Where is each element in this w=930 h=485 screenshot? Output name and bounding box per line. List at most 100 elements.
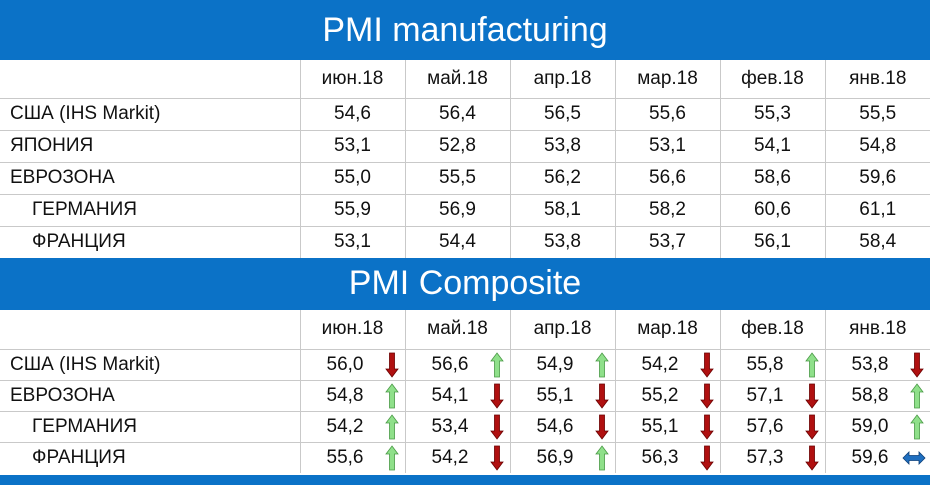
value-cell: 53,4 [404,410,511,443]
table-row: ФРАНЦИЯ 55,6 54,2 56,9 56,3 57,3 59,6 [0,441,930,473]
value-cell: 53,1 [299,129,406,163]
value-cell: 57,1 [719,379,826,412]
month-header: июн.18 [299,310,406,350]
arrow-up-icon [594,445,609,471]
row-label: ЕВРОЗОНА [0,379,301,412]
value: 57,3 [746,446,784,468]
value-cell: 56,5 [509,97,616,131]
manufacturing-panel: июн.18 май.18 апр.18 мар.18 фев.18 янв.18 США… [0,60,930,258]
value-cell: 55,3 [719,97,826,131]
arrow-down-icon [804,414,819,440]
value-cell: 54,1 [719,129,826,163]
value-cell: 56,3 [614,441,721,473]
arrow-up-icon [804,351,819,377]
table-row: США (IHS Markit) 56,0 56,6 54,9 54,2 55,8 53,8 [0,348,930,381]
value-cell: 59,6 [824,161,930,195]
value-cell: 53,1 [614,129,721,163]
arrow-down-icon [699,352,714,378]
table-row: ГЕРМАНИЯ 54,2 53,4 54,6 55,1 57,6 59,0 [0,410,930,443]
month-header: апр.18 [509,60,616,99]
value-cell: 55,2 [614,379,721,412]
value: 59,6 [851,446,889,468]
arrow-left-right-icon [902,450,926,465]
arrow-down-icon [489,383,504,409]
table-row: США (IHS Markit) 54,6 56,4 56,5 55,6 55,3 55,5 [0,97,930,131]
month-header: апр.18 [509,310,616,350]
value-cell: 55,1 [614,410,721,443]
manufacturing-header-row: июн.18 май.18 апр.18 мар.18 фев.18 янв.18 [0,60,930,99]
row-label: США (IHS Markit) [0,97,301,131]
value: 54,9 [536,353,574,375]
value-cell: 60,6 [719,193,826,227]
value-cell: 53,8 [509,129,616,163]
header-corner [0,60,301,99]
row-label: ГЕРМАНИЯ [0,193,301,227]
value-cell: 53,8 [509,225,616,258]
header-corner [0,310,301,350]
month-header: май.18 [404,310,511,350]
value-cell: 54,8 [824,129,930,163]
value: 56,6 [431,353,469,375]
value-cell: 53,1 [299,225,406,258]
value-cell: 56,0 [299,348,406,381]
value: 57,6 [746,415,784,437]
value: 55,2 [641,384,679,406]
value-cell: 53,8 [824,348,930,381]
value-cell: 54,6 [299,97,406,131]
row-label: ГЕРМАНИЯ [0,410,301,443]
arrow-down-icon [594,414,609,440]
value-cell: 55,9 [299,193,406,227]
table-row: ЕВРОЗОНА 54,8 54,1 55,1 55,2 57,1 58,8 [0,379,930,412]
value-cell: 56,4 [404,97,511,131]
value-cell: 56,6 [404,348,511,381]
value-cell: 54,4 [404,225,511,258]
value-cell: 56,2 [509,161,616,195]
value: 56,9 [536,446,574,468]
value-cell: 54,2 [299,410,406,443]
value: 53,4 [431,415,469,437]
value-cell: 58,8 [824,379,930,412]
value: 54,2 [641,353,679,375]
value-cell: 55,6 [614,97,721,131]
value-cell: 54,6 [509,410,616,443]
arrow-up-icon [489,351,504,377]
value-cell: 55,5 [824,97,930,131]
table-row: ЕВРОЗОНА 55,0 55,5 56,2 56,6 58,6 59,6 [0,161,930,195]
value-cell: 55,0 [299,161,406,195]
value: 54,2 [326,415,364,437]
value: 58,8 [851,384,889,406]
value-cell: 56,1 [719,225,826,258]
row-label: ЯПОНИЯ [0,129,301,163]
value-cell: 56,9 [404,193,511,227]
value: 56,3 [641,446,679,468]
value-cell: 58,2 [614,193,721,227]
table-row: ФРАНЦИЯ 53,1 54,4 53,8 53,7 56,1 58,4 [0,225,930,258]
table-row: ГЕРМАНИЯ 55,9 56,9 58,1 58,2 60,6 61,1 [0,193,930,227]
value: 57,1 [746,384,784,406]
value-cell: 54,2 [404,441,511,473]
row-label: ФРАНЦИЯ [0,441,301,473]
arrow-down-icon [699,383,714,409]
arrow-down-icon [594,383,609,409]
month-header: июн.18 [299,60,406,99]
arrow-down-icon [699,414,714,440]
arrow-up-icon [384,382,399,408]
arrow-down-icon [384,352,399,378]
arrow-up-icon [384,413,399,439]
value: 54,2 [431,446,469,468]
table-row: ЯПОНИЯ 53,1 52,8 53,8 53,1 54,1 54,8 [0,129,930,163]
arrow-down-icon [699,445,714,471]
value-cell: 53,7 [614,225,721,258]
composite-title: PMI Composite [348,264,582,302]
value-cell: 55,6 [299,441,406,473]
value: 55,8 [746,353,784,375]
value-cell: 54,8 [299,379,406,412]
value-cell: 56,9 [509,441,616,473]
composite-header-row: июн.18 май.18 апр.18 мар.18 фев.18 янв.18 [0,310,930,350]
month-header: фев.18 [719,310,826,350]
month-header: май.18 [404,60,511,99]
value-cell: 59,6 [824,441,930,473]
value-cell: 54,2 [614,348,721,381]
value: 56,0 [326,353,364,375]
value: 55,1 [641,415,679,437]
